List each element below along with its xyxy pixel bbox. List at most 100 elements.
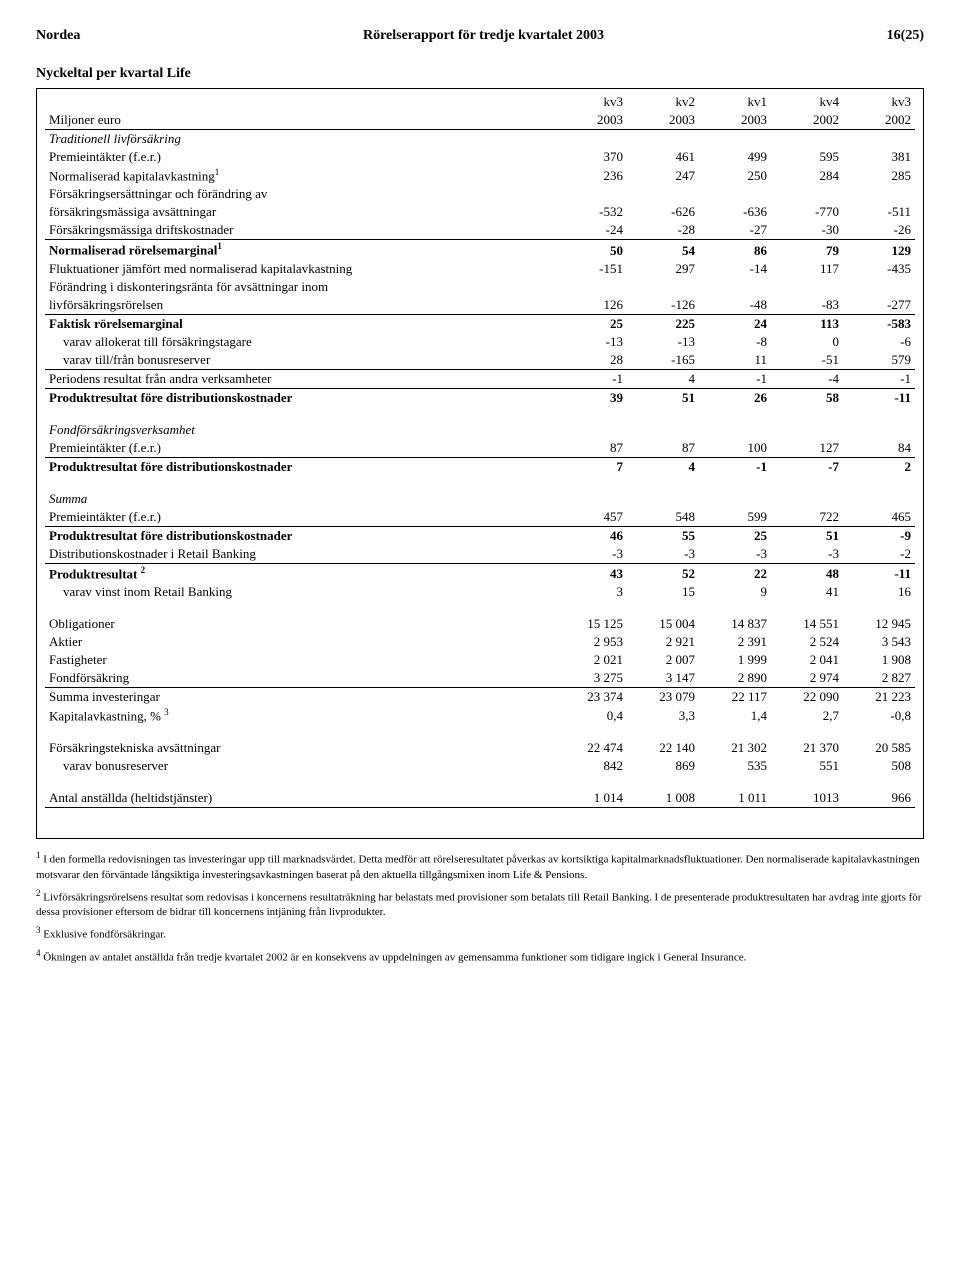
cell-value: 15 004 bbox=[627, 615, 699, 633]
cell-value: 100 bbox=[699, 439, 771, 458]
cell-value: 51 bbox=[627, 388, 699, 407]
cell-value: -83 bbox=[771, 296, 843, 315]
row-label: Produktresultat före distributionskostna… bbox=[45, 388, 555, 407]
row-label: Fondförsäkring bbox=[45, 669, 555, 688]
cell-value: -0,8 bbox=[843, 706, 915, 725]
cell-value: 4 bbox=[627, 369, 699, 388]
cell-value: 297 bbox=[627, 260, 699, 278]
col-header-year: 2003 bbox=[699, 111, 771, 130]
cell-value bbox=[627, 185, 699, 203]
cell-value: 499 bbox=[699, 148, 771, 166]
footnote: 2 Livförsäkringsrörelsens resultat som r… bbox=[36, 887, 924, 920]
cell-value: 2 890 bbox=[699, 669, 771, 688]
row-label: Normaliserad rörelsemarginal1 bbox=[45, 240, 555, 260]
cell-value: -626 bbox=[627, 203, 699, 221]
cell-value: 25 bbox=[555, 314, 627, 333]
row-label: varav vinst inom Retail Banking bbox=[45, 583, 555, 601]
cell-value: 22 bbox=[699, 563, 771, 583]
block-heading: Summa bbox=[45, 490, 915, 508]
footnote: 3 Exklusive fondförsäkringar. bbox=[36, 924, 924, 943]
cell-value: 551 bbox=[771, 757, 843, 775]
row-label: varav allokerat till försäkringstagare bbox=[45, 333, 555, 351]
unit-label: Miljoner euro bbox=[45, 111, 555, 130]
row-label: Produktresultat före distributionskostna… bbox=[45, 457, 555, 476]
cell-value: 2 041 bbox=[771, 651, 843, 669]
cell-value: 595 bbox=[771, 148, 843, 166]
cell-value: -28 bbox=[627, 221, 699, 240]
cell-value: 16 bbox=[843, 583, 915, 601]
cell-value: 15 bbox=[627, 583, 699, 601]
cell-value: 117 bbox=[771, 260, 843, 278]
cell-value: 1 014 bbox=[555, 789, 627, 808]
cell-value: -4 bbox=[771, 369, 843, 388]
cell-value: 21 302 bbox=[699, 739, 771, 757]
cell-value bbox=[555, 185, 627, 203]
cell-value: 2 391 bbox=[699, 633, 771, 651]
cell-value: -3 bbox=[699, 545, 771, 564]
cell-value: 86 bbox=[699, 240, 771, 260]
cell-value: 52 bbox=[627, 563, 699, 583]
cell-value: -8 bbox=[699, 333, 771, 351]
section-title: Nyckeltal per kvartal Life bbox=[36, 66, 924, 82]
row-label: Antal anställda (heltidstjänster) bbox=[45, 789, 555, 808]
cell-value: 2 953 bbox=[555, 633, 627, 651]
cell-value: 87 bbox=[555, 439, 627, 458]
cell-value: -1 bbox=[699, 369, 771, 388]
header-left: Nordea bbox=[36, 28, 80, 44]
cell-value: -11 bbox=[843, 388, 915, 407]
cell-value: -636 bbox=[699, 203, 771, 221]
cell-value: 46 bbox=[555, 526, 627, 545]
header-right: 16(25) bbox=[887, 28, 924, 44]
cell-value: 2 021 bbox=[555, 651, 627, 669]
cell-value: 3 bbox=[555, 583, 627, 601]
cell-value: 247 bbox=[627, 166, 699, 185]
cell-value: 39 bbox=[555, 388, 627, 407]
cell-value: 284 bbox=[771, 166, 843, 185]
cell-value: -7 bbox=[771, 457, 843, 476]
cell-value: 2 bbox=[843, 457, 915, 476]
cell-value: 869 bbox=[627, 757, 699, 775]
row-label: Premieintäkter (f.e.r.) bbox=[45, 439, 555, 458]
cell-value: 127 bbox=[771, 439, 843, 458]
cell-value: -151 bbox=[555, 260, 627, 278]
footnotes: 1 I den formella redovisningen tas inves… bbox=[36, 849, 924, 965]
cell-value: -277 bbox=[843, 296, 915, 315]
cell-value bbox=[555, 278, 627, 296]
cell-value: 21 223 bbox=[843, 687, 915, 706]
cell-value: 535 bbox=[699, 757, 771, 775]
cell-value: 3 543 bbox=[843, 633, 915, 651]
cell-value: 1 999 bbox=[699, 651, 771, 669]
col-header-quarter: kv3 bbox=[555, 93, 627, 111]
row-label: Fastigheter bbox=[45, 651, 555, 669]
row-label: Försäkringstekniska avsättningar bbox=[45, 739, 555, 757]
cell-value: -2 bbox=[843, 545, 915, 564]
cell-value: 599 bbox=[699, 508, 771, 527]
row-label: Försäkringsersättningar och förändring a… bbox=[45, 185, 555, 203]
cell-value: 2 524 bbox=[771, 633, 843, 651]
cell-value: 2 921 bbox=[627, 633, 699, 651]
cell-value: 381 bbox=[843, 148, 915, 166]
cell-value: -14 bbox=[699, 260, 771, 278]
cell-value: 4 bbox=[627, 457, 699, 476]
row-label: Försäkringsmässiga driftskostnader bbox=[45, 221, 555, 240]
cell-value: 26 bbox=[699, 388, 771, 407]
cell-value bbox=[699, 278, 771, 296]
cell-value: 9 bbox=[699, 583, 771, 601]
cell-value bbox=[771, 185, 843, 203]
cell-value: 285 bbox=[843, 166, 915, 185]
cell-value: 58 bbox=[771, 388, 843, 407]
cell-value: 22 140 bbox=[627, 739, 699, 757]
cell-value: 225 bbox=[627, 314, 699, 333]
cell-value: 54 bbox=[627, 240, 699, 260]
row-label: Premieintäkter (f.e.r.) bbox=[45, 508, 555, 527]
cell-value: 28 bbox=[555, 351, 627, 370]
cell-value: 23 079 bbox=[627, 687, 699, 706]
cell-value: 48 bbox=[771, 563, 843, 583]
row-label: varav till/från bonusreserver bbox=[45, 351, 555, 370]
cell-value: 84 bbox=[843, 439, 915, 458]
cell-value bbox=[699, 185, 771, 203]
page-header: Nordea Rörelserapport för tredje kvartal… bbox=[36, 28, 924, 44]
col-header-year: 2002 bbox=[843, 111, 915, 130]
row-label: Fluktuationer jämfört med normaliserad k… bbox=[45, 260, 555, 278]
cell-value: -48 bbox=[699, 296, 771, 315]
